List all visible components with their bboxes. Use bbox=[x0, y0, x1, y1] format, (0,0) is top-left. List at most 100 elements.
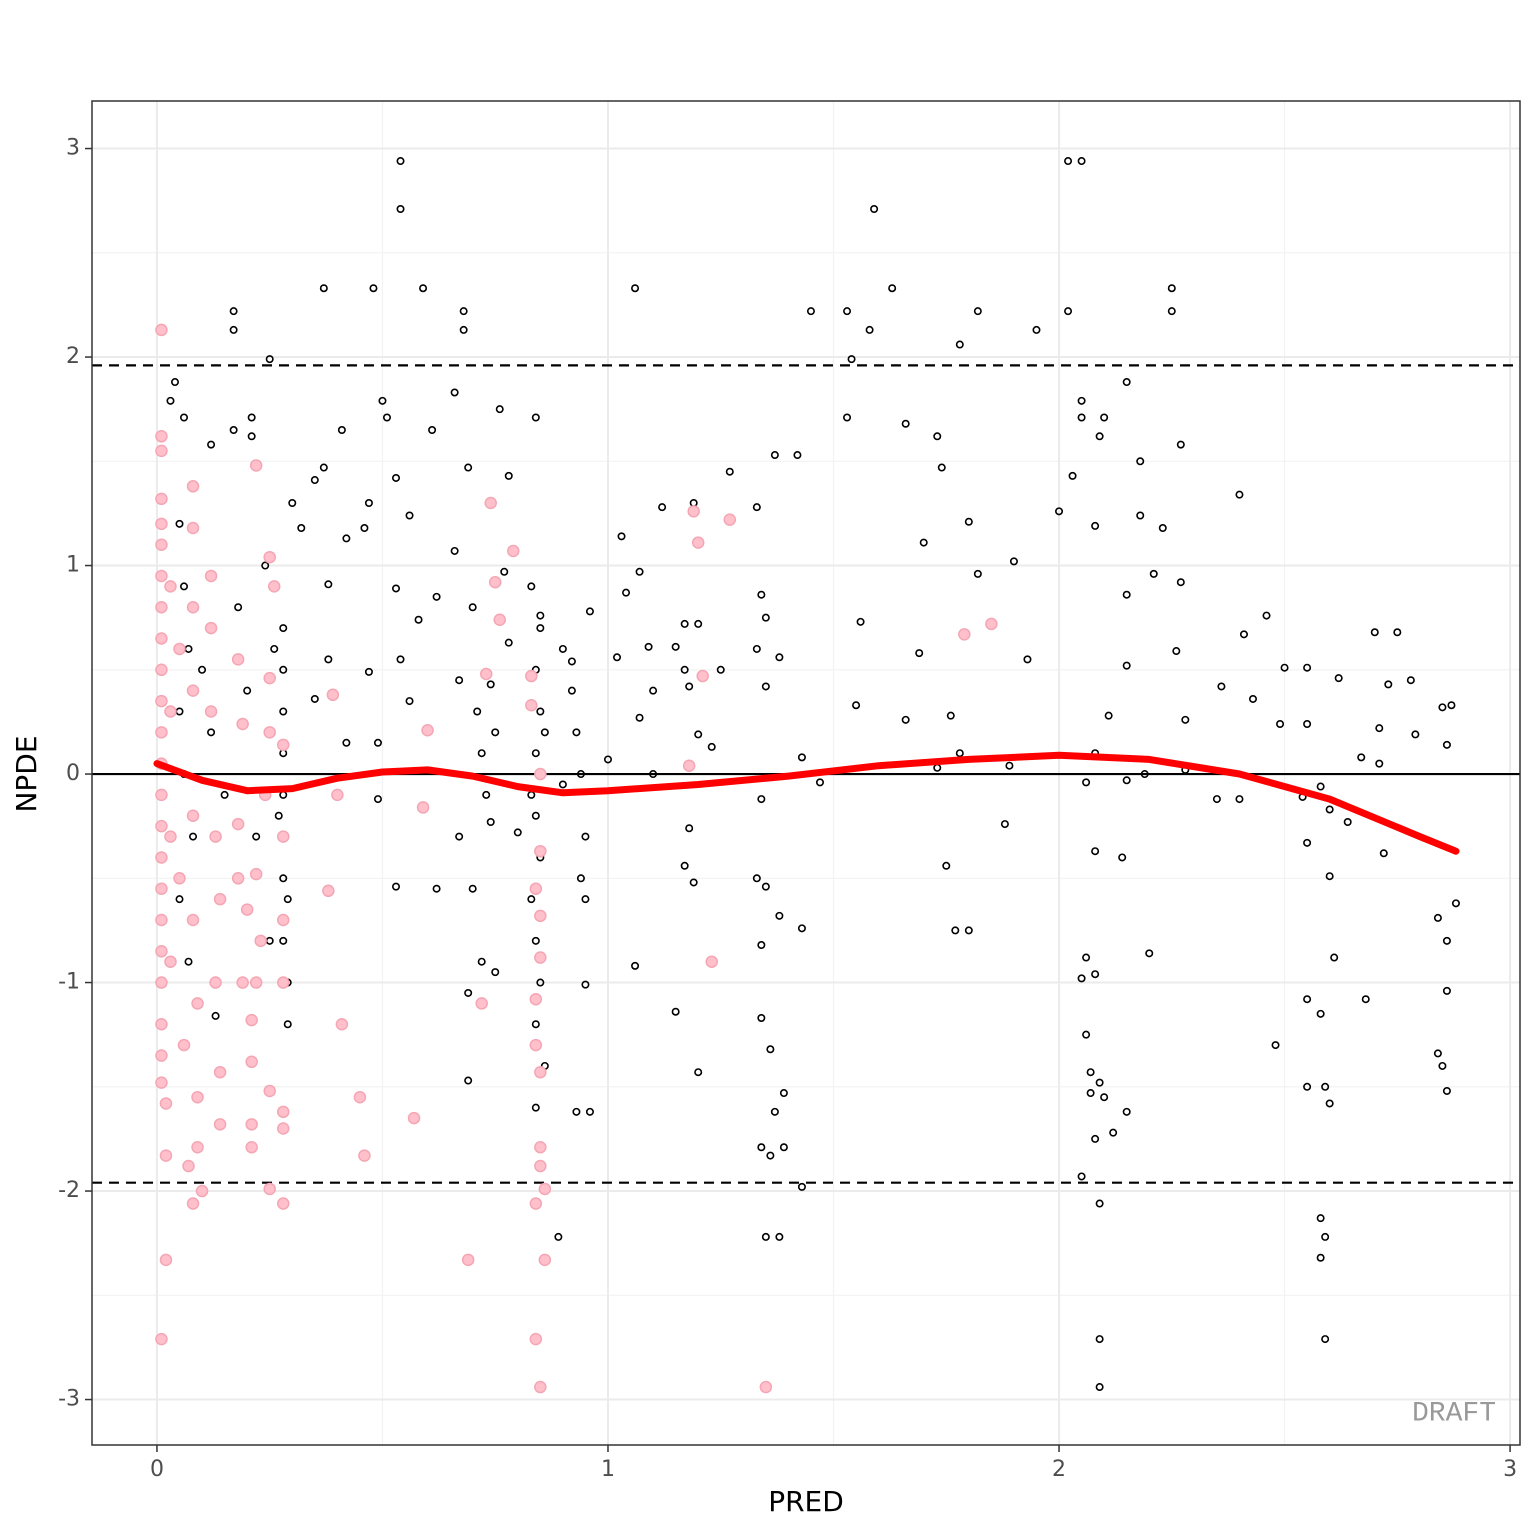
point bbox=[1122, 776, 1131, 785]
point bbox=[500, 567, 509, 576]
point bbox=[155, 788, 168, 802]
point bbox=[856, 617, 865, 626]
point bbox=[1438, 1061, 1447, 1070]
point bbox=[529, 882, 543, 895]
point bbox=[473, 707, 482, 716]
point bbox=[1262, 611, 1271, 620]
point bbox=[1357, 753, 1366, 762]
point bbox=[534, 1159, 547, 1173]
point bbox=[761, 682, 770, 691]
point bbox=[455, 676, 464, 685]
point bbox=[155, 323, 168, 337]
point bbox=[459, 307, 468, 316]
point bbox=[155, 569, 168, 583]
point bbox=[1442, 740, 1451, 749]
point bbox=[1167, 307, 1176, 316]
point bbox=[1442, 1086, 1451, 1095]
point bbox=[504, 638, 513, 647]
point bbox=[310, 694, 319, 703]
point bbox=[1433, 1049, 1442, 1058]
point bbox=[209, 830, 222, 843]
point bbox=[1442, 986, 1451, 995]
point bbox=[567, 686, 576, 695]
point bbox=[276, 976, 290, 989]
point bbox=[243, 686, 252, 695]
point bbox=[1118, 853, 1127, 862]
point bbox=[231, 817, 245, 831]
point bbox=[186, 600, 200, 614]
point bbox=[534, 1065, 547, 1079]
point bbox=[326, 688, 340, 702]
point bbox=[581, 895, 590, 904]
point bbox=[164, 705, 177, 718]
point bbox=[1217, 682, 1226, 691]
point bbox=[164, 580, 177, 593]
point bbox=[276, 1122, 290, 1135]
point bbox=[1095, 1335, 1104, 1344]
point bbox=[536, 624, 545, 633]
point bbox=[1321, 1082, 1330, 1091]
point bbox=[159, 1149, 173, 1162]
point bbox=[263, 671, 276, 685]
point bbox=[1077, 396, 1086, 405]
point bbox=[797, 924, 806, 933]
point bbox=[1055, 507, 1064, 516]
point bbox=[534, 1380, 547, 1394]
point bbox=[319, 463, 328, 472]
point bbox=[1235, 795, 1244, 804]
point bbox=[369, 284, 378, 293]
point bbox=[207, 728, 216, 737]
point bbox=[155, 819, 168, 833]
point bbox=[373, 795, 382, 804]
point bbox=[770, 451, 779, 460]
point bbox=[180, 582, 189, 591]
point bbox=[468, 603, 477, 612]
point bbox=[572, 1107, 581, 1116]
point bbox=[536, 978, 545, 987]
point bbox=[155, 694, 168, 708]
point bbox=[493, 613, 506, 627]
point bbox=[479, 667, 493, 681]
point bbox=[455, 832, 464, 841]
point bbox=[1176, 578, 1185, 587]
point bbox=[220, 790, 229, 799]
point bbox=[1077, 1172, 1086, 1181]
point bbox=[207, 440, 216, 449]
point bbox=[534, 909, 547, 923]
point bbox=[1393, 628, 1402, 637]
point bbox=[1276, 720, 1285, 729]
point bbox=[1325, 1099, 1334, 1108]
point bbox=[1303, 995, 1312, 1004]
point bbox=[175, 519, 184, 528]
point bbox=[155, 663, 168, 677]
point bbox=[186, 913, 200, 927]
point bbox=[173, 872, 186, 885]
point bbox=[464, 463, 473, 472]
point bbox=[504, 471, 513, 480]
point bbox=[155, 1076, 168, 1089]
point bbox=[585, 1107, 594, 1116]
point bbox=[1316, 1214, 1325, 1223]
point bbox=[534, 1141, 547, 1154]
point bbox=[843, 413, 852, 422]
point bbox=[1000, 820, 1009, 829]
point bbox=[279, 665, 288, 674]
point bbox=[581, 832, 590, 841]
x-axis-title: PRED bbox=[768, 1485, 844, 1518]
point bbox=[752, 503, 761, 512]
point bbox=[247, 413, 256, 422]
y-tick-label: 0 bbox=[66, 761, 80, 786]
point bbox=[631, 284, 640, 293]
point bbox=[164, 830, 177, 843]
point bbox=[155, 1332, 168, 1346]
point bbox=[283, 1020, 292, 1029]
point bbox=[915, 649, 924, 658]
y-tick-label: 2 bbox=[66, 344, 80, 369]
point bbox=[263, 1182, 276, 1196]
point bbox=[1280, 663, 1289, 672]
point bbox=[757, 795, 766, 804]
point bbox=[450, 388, 459, 397]
point bbox=[1303, 663, 1312, 672]
point bbox=[234, 603, 243, 612]
